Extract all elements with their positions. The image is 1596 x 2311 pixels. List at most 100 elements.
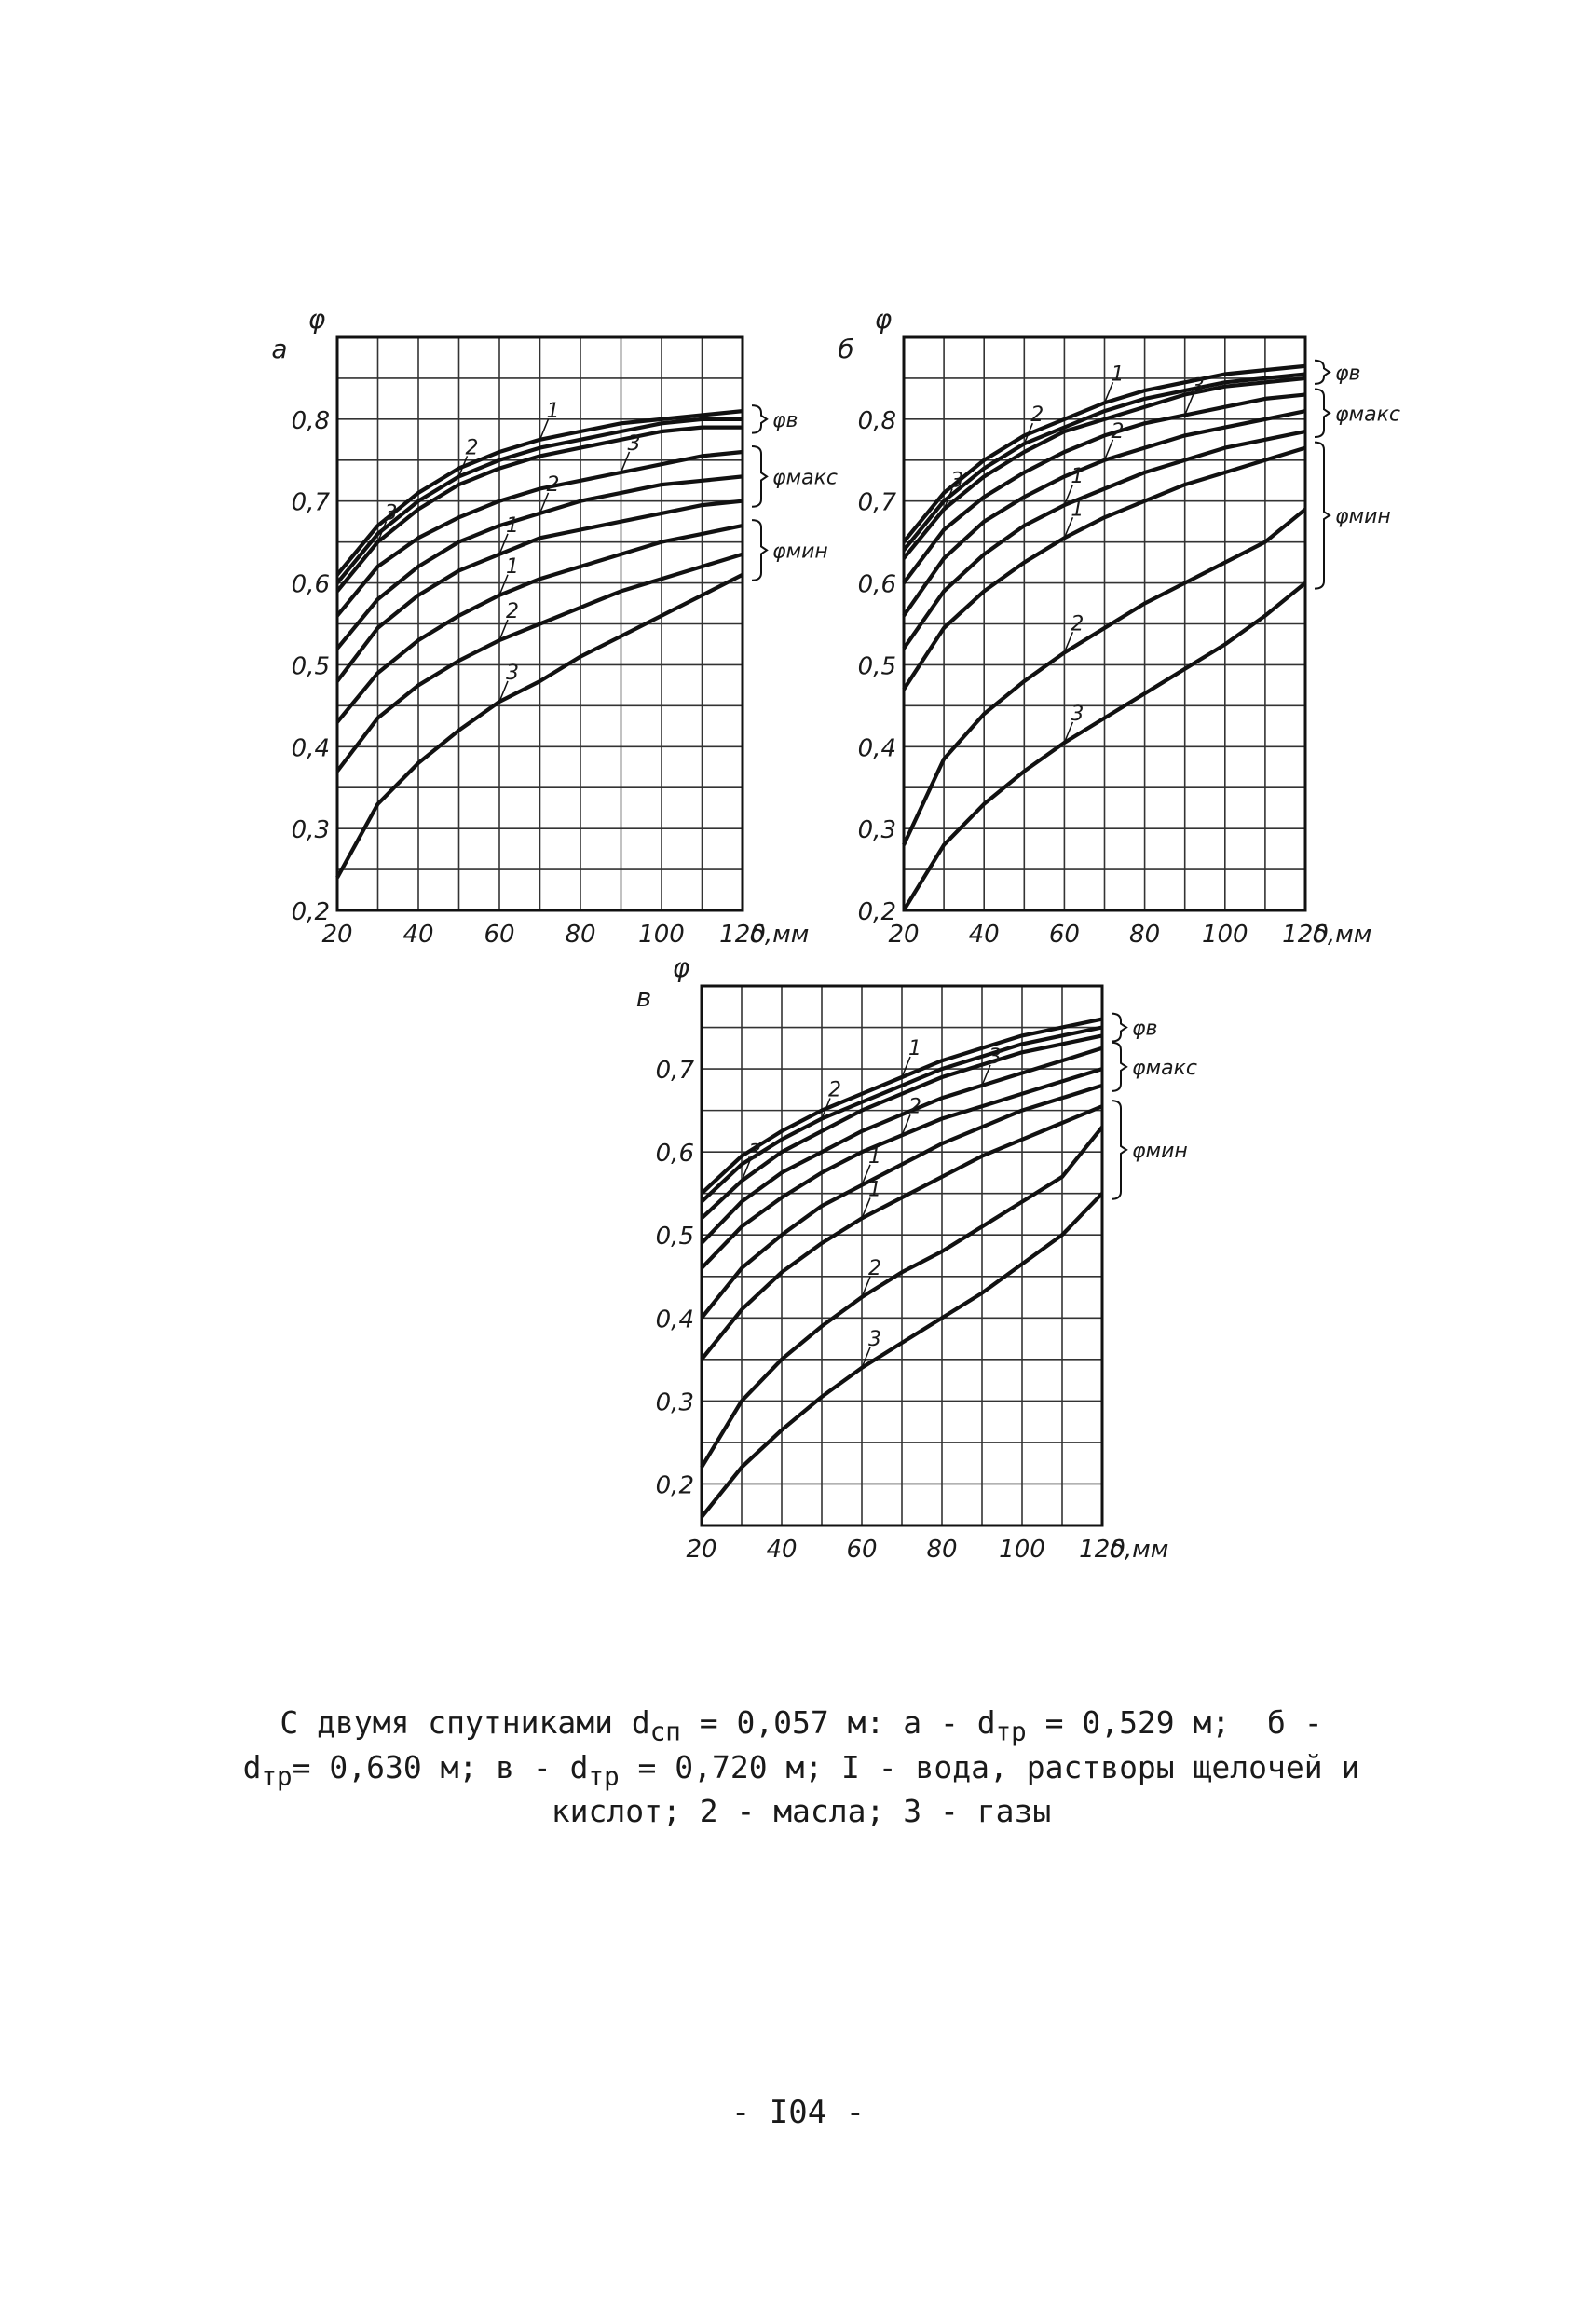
group-label: φмакс (1335, 403, 1400, 426)
series-leader (498, 533, 509, 555)
caption-sub-2a: тр (261, 1761, 293, 1792)
y-tick-label: 0,8 (292, 407, 330, 435)
series-leader (901, 1056, 911, 1078)
series-line-φв-2 (335, 417, 743, 584)
series-line-φв-1 (902, 363, 1306, 543)
caption-text-2a: d (242, 1748, 262, 1785)
x-tick-label: 40 (969, 921, 1000, 949)
group-label: φмин (1335, 505, 1391, 528)
series-number-label: 1 (868, 1145, 881, 1169)
series-line-φмин-1 (902, 445, 1306, 691)
series-number-label: 2 (1030, 403, 1044, 427)
group-bracket (751, 519, 769, 581)
series-leader (741, 1160, 751, 1182)
series-number-label: 2 (1112, 420, 1125, 444)
series-number-label: 2 (547, 473, 560, 497)
x-tick-label: 20 (686, 1536, 716, 1564)
series-line-φмин-2 (700, 1126, 1104, 1469)
x-tick-label: 100 (999, 1536, 1045, 1564)
y-tick-label: 0,5 (858, 652, 896, 680)
y-tick-label: 0,6 (858, 571, 896, 599)
y-tick-label: 0,5 (292, 652, 330, 680)
series-number-label: 3 (1071, 703, 1084, 726)
y-tick-label: 0,4 (858, 734, 896, 762)
y-tick-label: 0,3 (858, 816, 896, 844)
series-leader (1063, 516, 1074, 539)
group-label: φв (1335, 362, 1360, 385)
y-tick-label: 0,6 (292, 571, 330, 599)
x-tick-label: 100 (638, 921, 685, 949)
series-leader (1103, 439, 1114, 461)
series-line-φмин-3 (335, 572, 743, 879)
page-number: - I04 - (730, 2094, 866, 2131)
series-line-φв-2 (902, 372, 1306, 552)
series-leader (861, 1276, 871, 1298)
series-line-φмин-2 (335, 552, 743, 773)
series-line-φмакс-1 (902, 429, 1306, 650)
series-leader (539, 492, 550, 514)
series-leader (821, 1098, 831, 1119)
series-leader (620, 451, 631, 473)
series-leader (1023, 422, 1033, 444)
series-number-label: 2 (908, 1095, 921, 1118)
x-axis-label: δ,мм (750, 921, 809, 949)
series-leader (457, 456, 469, 477)
x-axis-label: δ,мм (1313, 921, 1371, 949)
series-number-label: 2 (506, 600, 519, 623)
series-number-label: 1 (1071, 465, 1084, 488)
group-bracket (1111, 1100, 1128, 1200)
y-tick-label: 0,2 (858, 898, 896, 926)
series-number-label: 2 (868, 1257, 881, 1280)
series-leader (981, 1064, 991, 1087)
series-number-label: 1 (1071, 498, 1084, 521)
group-label: φв (1132, 1018, 1157, 1041)
series-number-label: 1 (908, 1037, 921, 1060)
series-line-φмин-1 (700, 1104, 1103, 1361)
x-axis-label: δ,мм (1110, 1536, 1168, 1564)
caption-text-1a: С двумя спутниками d (280, 1704, 650, 1741)
group-bracket (1314, 441, 1331, 590)
series-line-φмин-1 (335, 524, 743, 724)
x-tick-label: 80 (1129, 921, 1160, 949)
series-number-label: 3 (385, 502, 398, 526)
x-tick-label: 40 (766, 1536, 797, 1564)
y-axis-label: φ (673, 952, 690, 983)
series-line-φмин-3 (902, 581, 1307, 912)
series-line-φмин-2 (902, 507, 1307, 846)
series-leader (1063, 484, 1074, 506)
series-leader (498, 680, 509, 703)
series-number-label: 2 (828, 1079, 841, 1102)
series-line-φмакс-1 (335, 499, 743, 683)
x-tick-label: 60 (1049, 921, 1080, 949)
caption-sub-2b: тр (588, 1761, 620, 1792)
series-leader (1103, 382, 1114, 403)
series-leader (943, 488, 953, 510)
series-line-φв-3 (902, 376, 1306, 560)
group-label: φмин (1132, 1140, 1188, 1163)
series-line-φмакс-2 (335, 474, 743, 650)
series-leader (861, 1164, 871, 1186)
group-label: φмин (772, 540, 828, 563)
series-leader (1184, 394, 1194, 416)
group-bracket (1111, 1041, 1128, 1092)
y-tick-label: 0,3 (656, 1388, 694, 1416)
series-line-φмакс-1 (700, 1083, 1103, 1320)
series-number-label: 1 (506, 514, 519, 538)
series-line-φв-3 (700, 1033, 1103, 1220)
plot-frame (700, 984, 1104, 1527)
x-tick-label: 120 (1282, 921, 1329, 949)
caption-text-2b: = 0,630 м; в - d (292, 1748, 589, 1785)
plot-frame (902, 335, 1307, 912)
group-bracket (751, 445, 769, 508)
series-leader (1063, 721, 1074, 744)
y-tick-label: 0,7 (656, 1057, 695, 1085)
y-tick-label: 0,7 (292, 489, 331, 517)
series-leader (1063, 631, 1074, 653)
y-tick-label: 0,3 (292, 816, 330, 844)
group-bracket (1111, 1012, 1128, 1043)
y-tick-label: 0,7 (858, 489, 897, 517)
series-line-φв-3 (335, 425, 743, 593)
series-leader (539, 418, 550, 441)
